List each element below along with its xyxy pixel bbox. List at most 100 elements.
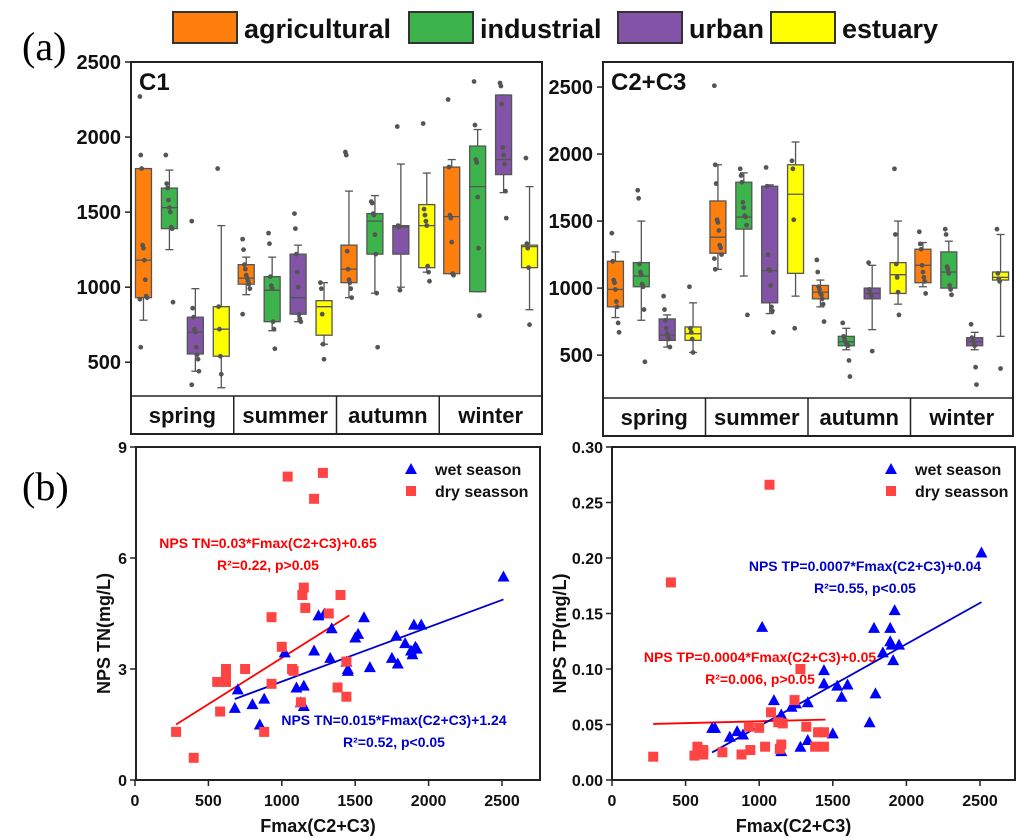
data-point [295, 284, 301, 290]
point-dry-season [259, 726, 270, 737]
panel-label-a: (a) [22, 24, 66, 69]
point-wet-season [841, 678, 854, 690]
x-axis-label: Fmax(C2+C3) [260, 816, 376, 836]
point-wet-season [801, 696, 814, 708]
data-point [866, 260, 871, 266]
data-point [845, 343, 851, 349]
point-dry-season [777, 718, 788, 729]
data-point [193, 344, 199, 350]
data-point [523, 155, 529, 161]
data-point [502, 161, 507, 167]
box-iqr [469, 145, 487, 293]
box-iqr [289, 253, 307, 315]
point-wet-season [228, 701, 241, 713]
box-winter-urban [494, 80, 513, 221]
data-point [247, 286, 253, 292]
point-wet-season [246, 698, 259, 710]
box-winter-estuary [991, 226, 1010, 371]
point-dry-season [323, 608, 334, 619]
point-wet-season [767, 694, 780, 706]
point-wet-season [352, 627, 365, 639]
box-winter-estuary [520, 155, 539, 328]
box-iqr [443, 166, 461, 275]
data-point [426, 269, 431, 275]
data-point [817, 287, 822, 292]
data-point [217, 326, 222, 332]
data-point [270, 319, 276, 325]
data-point [502, 188, 508, 194]
data-point [687, 284, 692, 290]
box-autumn-urban [392, 124, 410, 293]
data-point [170, 299, 176, 305]
data-point [138, 152, 144, 158]
category-label-autumn: autumn [820, 405, 899, 430]
point-dry-season [810, 741, 821, 752]
point-wet-season [831, 679, 844, 691]
legend-marker-dry [886, 486, 896, 496]
data-point [715, 220, 721, 225]
data-point [142, 277, 148, 283]
category-label-spring: spring [149, 403, 216, 428]
data-point [296, 311, 302, 317]
fit-line-dry [653, 718, 826, 725]
data-point [719, 252, 724, 257]
point-dry-season [745, 745, 756, 756]
data-point [637, 261, 642, 267]
data-point [163, 152, 169, 158]
data-point [348, 286, 354, 292]
data-point [922, 278, 928, 284]
data-point [711, 256, 717, 262]
point-wet-season [893, 638, 906, 650]
data-point [973, 364, 978, 370]
point-dry-season [300, 602, 311, 613]
y-axis-label: NPS TP(mg/L) [550, 573, 570, 693]
point-wet-season [868, 621, 881, 633]
data-point [767, 268, 773, 274]
panel-title: C1 [139, 69, 170, 96]
data-point [166, 197, 171, 203]
box-autumn-agricultural [811, 257, 830, 325]
point-wet-season [390, 629, 403, 641]
point-wet-season [887, 654, 900, 666]
point-dry-season [754, 722, 765, 733]
data-point [613, 299, 619, 304]
box-summer-estuary [786, 141, 805, 331]
data-point [269, 286, 275, 292]
data-point [267, 241, 272, 247]
box-autumn-urban [863, 260, 881, 354]
y-tick-label: 0.20 [572, 551, 603, 568]
legend-label-agricultural: agricultural [244, 14, 391, 44]
data-point [814, 257, 820, 263]
scatter-tn: 0 500 1000 1500 2000 2500 0 3 6 9 Fmax(C2+C3) NPS T… [94, 440, 541, 836]
data-point [869, 348, 875, 354]
x-tick-label: 0 [131, 793, 140, 810]
data-point [320, 341, 326, 347]
fit-equation: NPS TN=0.03*Fmax(C2+C3)+0.65 [159, 535, 377, 551]
data-point [712, 266, 718, 272]
point-wet-season [406, 648, 419, 660]
data-point [139, 166, 145, 171]
data-point [847, 374, 853, 379]
data-point [946, 270, 952, 276]
box-summer-urban [761, 165, 779, 335]
data-point [613, 287, 618, 292]
y-tick-label: 9 [118, 440, 127, 457]
data-point [615, 320, 621, 326]
data-point [688, 329, 694, 335]
box-iqr [761, 185, 779, 304]
scatter-tp: 0 500 1000 1500 2000 2500 0.00 0.05 0.10 0.15 0.20… [550, 440, 1016, 836]
data-point [896, 312, 902, 318]
point-wet-season [756, 620, 769, 632]
data-point [995, 270, 1001, 276]
legend-marker-dry [406, 486, 416, 496]
point-dry-season [212, 676, 223, 687]
data-point [920, 269, 926, 275]
box-spring-estuary [212, 166, 230, 389]
point-dry-season [665, 577, 676, 588]
data-point [318, 280, 323, 286]
point-dry-season [332, 682, 343, 693]
data-point [474, 160, 480, 165]
y-tick-label: 0.05 [572, 718, 603, 735]
fit-equation: NPS TN=0.015*Fmax(C2+C3)+1.24 [281, 712, 506, 728]
y-tick-label: 1000 [77, 277, 122, 299]
